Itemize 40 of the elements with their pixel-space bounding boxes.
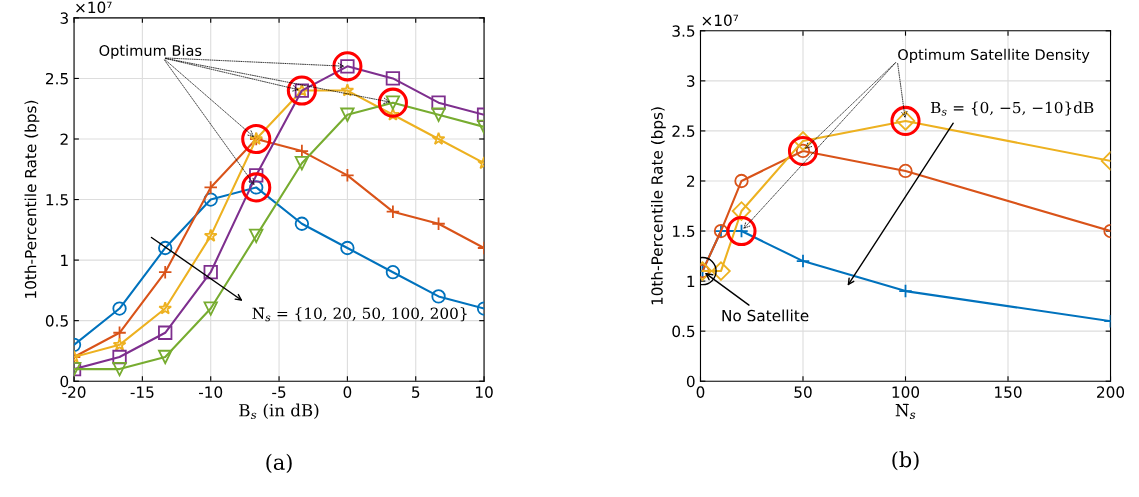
x-tick-label: 10	[476, 386, 493, 398]
y-tick-label: 1.5	[673, 225, 695, 238]
text: (b)	[892, 451, 919, 471]
y-tick-label: 0	[60, 375, 69, 388]
text: (a)	[266, 453, 292, 473]
x-tick-label: -20	[62, 386, 86, 398]
text: ×10⁷	[702, 14, 739, 27]
x-tick-label: 150	[995, 386, 1022, 398]
x-axis-title: N̄$_{s}$	[895, 403, 916, 419]
y-tick-label: 2	[60, 133, 68, 145]
y-axis-title: 10th-Percentile Rate (bps)	[650, 107, 666, 305]
x-tick-label: 50	[794, 386, 812, 398]
annotation: N̄$_{s}$ = {10, 20, 50, 100, 200}	[252, 307, 467, 322]
y-tick-label: 0.5	[45, 315, 68, 327]
x-axis-title: B$_{s}$ (in dB)	[239, 403, 319, 420]
y-tick-label: 1.5	[46, 194, 68, 206]
text: ×10⁷	[76, 1, 112, 14]
y-axis-title: 10th-Percentile Rate (bps)	[24, 100, 40, 298]
y-tick-label: 3.5	[672, 25, 695, 37]
x-tick-label: 0	[343, 386, 352, 398]
x-tick-label: -5	[272, 386, 286, 398]
x-tick-label: 100	[892, 386, 920, 398]
annotation: Optimum Bias	[99, 44, 202, 59]
annotation: Optimum Satellite Density	[898, 48, 1090, 63]
y-tick-label: 2	[687, 175, 695, 187]
y-tick-label: 0.5	[672, 325, 695, 338]
annotation: B$_{s}$ = {0, −5, −10}dB	[930, 101, 1094, 116]
y-tick-label: 2.5	[46, 72, 68, 85]
x-tick-label: 0	[696, 386, 705, 398]
x-tick-label: -10	[198, 386, 223, 398]
x-tick-label: -15	[130, 386, 154, 398]
y-tick-label: 1	[687, 275, 695, 287]
y-tick-label: 2.5	[672, 125, 695, 137]
x-tick-label: 200	[1097, 386, 1125, 398]
y-tick-label: 1	[61, 254, 68, 266]
y-tick-label: 3	[60, 12, 68, 24]
x-tick-label: 5	[412, 386, 420, 398]
y-tick-label: 3	[687, 75, 695, 87]
annotation: No Satellite	[722, 309, 809, 322]
y-tick-label: 0	[686, 375, 695, 388]
